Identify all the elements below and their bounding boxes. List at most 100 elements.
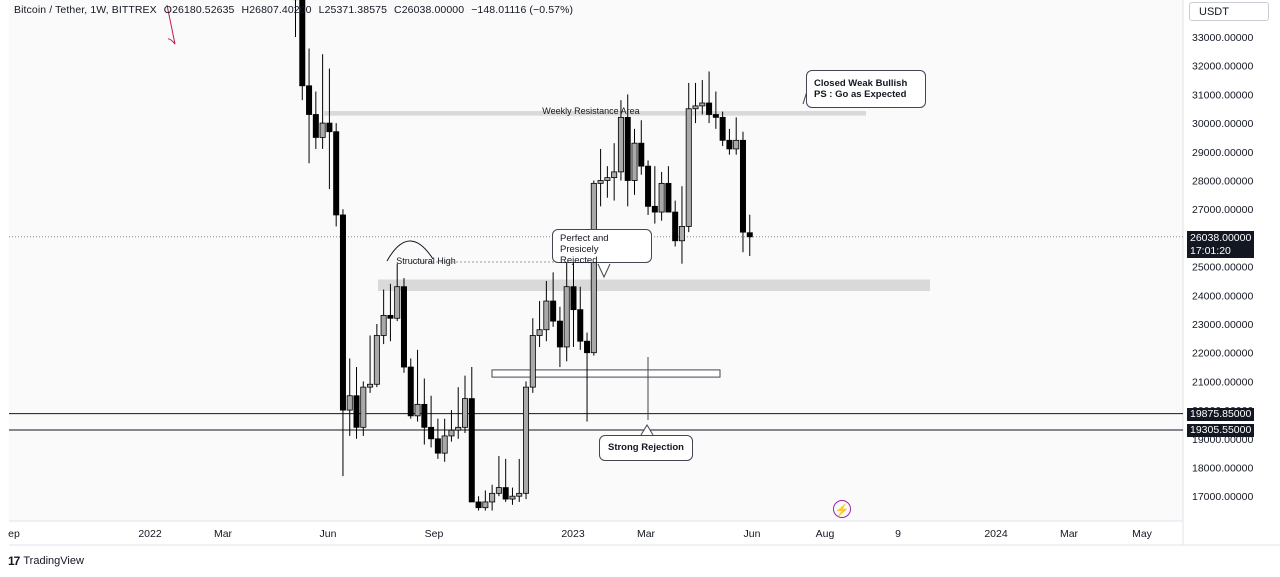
candle[interactable]: [543, 280, 550, 342]
bull-candle-body: [536, 329, 543, 336]
currency-selector[interactable]: USDT: [1189, 2, 1269, 21]
candle[interactable]: [509, 487, 516, 505]
candle[interactable]: [631, 128, 638, 195]
bear-candle-body: [400, 286, 407, 368]
candle[interactable]: [448, 410, 455, 442]
candle[interactable]: [726, 128, 733, 155]
candle[interactable]: [468, 367, 475, 503]
ohlc-high: H26807.40200: [241, 4, 312, 16]
time-tick-label: Mar: [214, 528, 233, 540]
zone-2[interactable]: [491, 369, 721, 378]
candle[interactable]: [434, 418, 441, 459]
candle[interactable]: [624, 94, 631, 207]
candle[interactable]: [387, 283, 394, 342]
candle[interactable]: [502, 458, 509, 502]
candle[interactable]: [353, 367, 360, 439]
candle[interactable]: [312, 91, 319, 149]
bear-candle-body: [326, 122, 333, 133]
candle[interactable]: [536, 301, 543, 347]
candle[interactable]: [692, 82, 699, 124]
candle[interactable]: [292, 0, 299, 37]
structural-high-label: Structural High: [396, 256, 456, 266]
candle[interactable]: [706, 71, 713, 124]
bear-candle-body: [706, 102, 713, 115]
candle[interactable]: [563, 260, 570, 362]
candle[interactable]: [529, 318, 536, 393]
lightning-icon[interactable]: ⚡: [833, 500, 851, 518]
weekly-resistance-label: Weekly Resistance Area: [542, 106, 639, 116]
time-axis[interactable]: ep 2022 Mar Jun Sep 2023 Mar Jun Aug 9 2024 Mar May: [8, 528, 1153, 540]
candle[interactable]: [611, 143, 618, 201]
bear-candle-body: [428, 426, 435, 440]
candle[interactable]: [597, 148, 604, 207]
candle[interactable]: [638, 120, 645, 175]
candle[interactable]: [570, 260, 577, 347]
candle[interactable]: [475, 496, 482, 511]
candle[interactable]: [360, 381, 367, 436]
candle[interactable]: [665, 166, 672, 213]
candle[interactable]: [719, 111, 726, 147]
candle[interactable]: [400, 278, 407, 373]
candle[interactable]: [346, 358, 353, 436]
candle[interactable]: [577, 286, 584, 350]
bull-candle-body: [678, 226, 685, 242]
candle[interactable]: [339, 209, 346, 477]
candle[interactable]: [590, 180, 597, 356]
candle[interactable]: [306, 48, 313, 164]
candle[interactable]: [326, 68, 333, 190]
candle[interactable]: [556, 306, 563, 368]
price-tick-label: 25000.00000: [1192, 262, 1253, 274]
candle[interactable]: [523, 381, 530, 500]
candle[interactable]: [367, 335, 374, 393]
tradingview-wordmark: TradingView: [23, 555, 84, 567]
candle[interactable]: [604, 166, 611, 198]
candle[interactable]: [414, 349, 421, 422]
candle[interactable]: [455, 387, 462, 439]
candle[interactable]: [733, 117, 740, 155]
candle[interactable]: [516, 458, 523, 502]
price-tick-label: 22000.00000: [1192, 348, 1253, 360]
candle[interactable]: [651, 166, 658, 224]
candle[interactable]: [394, 263, 401, 322]
candle[interactable]: [672, 200, 679, 247]
candle[interactable]: [373, 324, 380, 388]
candle[interactable]: [380, 289, 387, 345]
candle[interactable]: [441, 418, 448, 462]
footer-branding[interactable]: 17 TradingView: [8, 554, 84, 568]
candle[interactable]: [699, 80, 706, 115]
price-tick-label: 21000.00000: [1192, 376, 1253, 388]
time-tick-label: 2023: [561, 528, 585, 540]
bull-candle-body: [590, 182, 597, 354]
candles-layer[interactable]: [292, 0, 753, 511]
candle[interactable]: [333, 123, 340, 227]
candle[interactable]: [495, 456, 502, 497]
zone-1[interactable]: [378, 279, 930, 291]
bear-candle-body: [739, 139, 746, 233]
candle[interactable]: [746, 214, 753, 256]
candle[interactable]: [685, 82, 692, 233]
candle[interactable]: [712, 91, 719, 129]
symbol-name[interactable]: Bitcoin / Tether, 1W, BITTREX: [14, 4, 157, 16]
bear-candle-body: [556, 320, 563, 348]
candle[interactable]: [482, 490, 489, 511]
perfect-rejected-line1: Perfect and Presicely: [560, 233, 609, 255]
candle[interactable]: [584, 332, 591, 422]
bull-candle-body: [441, 435, 448, 454]
candle[interactable]: [299, 0, 306, 101]
zone-0[interactable]: [324, 111, 866, 116]
candle[interactable]: [617, 100, 624, 181]
closed-weak-line1: Closed Weak Bullish: [814, 78, 908, 89]
candle[interactable]: [645, 160, 652, 215]
bull-candle-body: [455, 426, 462, 431]
candle[interactable]: [428, 395, 435, 448]
candle[interactable]: [489, 484, 496, 511]
candle[interactable]: [319, 54, 326, 149]
candle[interactable]: [407, 358, 414, 419]
candle[interactable]: [678, 186, 685, 264]
candle[interactable]: [461, 375, 468, 434]
candle[interactable]: [550, 272, 557, 327]
candle[interactable]: [658, 171, 665, 221]
candle[interactable]: [739, 131, 746, 253]
candle[interactable]: [421, 378, 428, 445]
